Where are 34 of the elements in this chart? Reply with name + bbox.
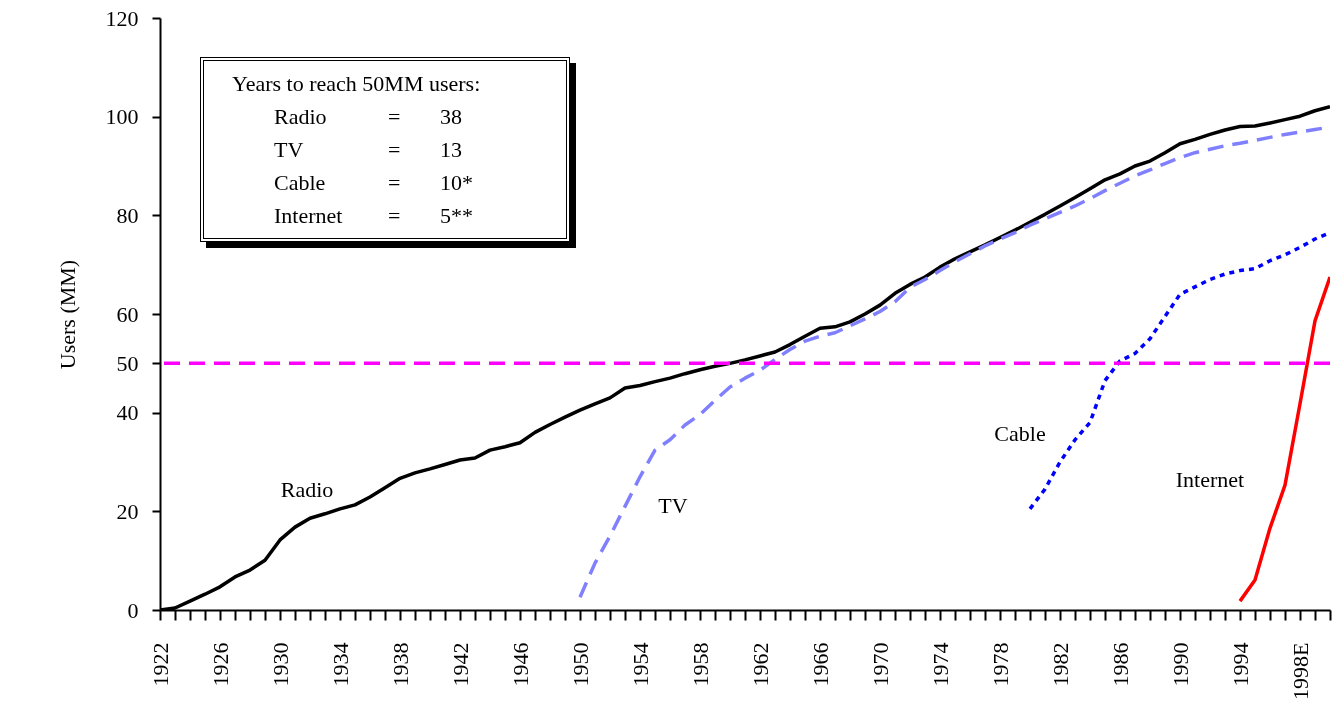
x-tick-label: 1938 xyxy=(387,642,413,687)
x-tick-label: 1974 xyxy=(927,642,953,687)
y-tick-label: 40 xyxy=(116,400,139,426)
x-tick-label: 1954 xyxy=(627,642,653,687)
series-label: Internet xyxy=(1175,467,1245,493)
y-tick-label: 50 xyxy=(116,350,139,376)
x-tick-label: 1946 xyxy=(507,642,533,687)
x-tick-label: 1982 xyxy=(1047,642,1073,687)
x-tick-label: 1998E xyxy=(1287,642,1313,700)
y-tick-label: 60 xyxy=(116,301,139,327)
x-tick-label: 1994 xyxy=(1227,642,1253,687)
x-tick-label: 1942 xyxy=(447,642,473,687)
x-tick-label: 1986 xyxy=(1107,642,1133,687)
x-tick-label: 1990 xyxy=(1167,642,1193,687)
y-axis-title: Users (MM) xyxy=(54,259,80,370)
y-tick-label: 120 xyxy=(105,5,139,31)
y-tick-label: 20 xyxy=(116,498,139,524)
y-tick-label: 100 xyxy=(105,104,139,130)
x-tick-label: 1970 xyxy=(867,642,893,687)
series-label: TV xyxy=(658,493,688,519)
x-tick-label: 1966 xyxy=(807,642,833,687)
x-tick-label: 1934 xyxy=(327,642,353,687)
series-label: Cable xyxy=(994,420,1046,446)
x-tick-label: 1930 xyxy=(267,642,293,687)
x-tick-label: 1926 xyxy=(207,642,233,687)
y-tick-label: 80 xyxy=(116,202,139,228)
x-tick-label: 1958 xyxy=(687,642,713,687)
y-tick-label: 0 xyxy=(127,597,139,623)
x-tick-label: 1950 xyxy=(567,642,593,687)
x-tick-label: 1978 xyxy=(987,642,1013,687)
series-label: Radio xyxy=(280,477,334,503)
x-tick-label: 1922 xyxy=(147,642,173,687)
annotation: Years to reach 50MM users: xyxy=(232,71,481,97)
x-tick-label: 1962 xyxy=(747,642,773,687)
